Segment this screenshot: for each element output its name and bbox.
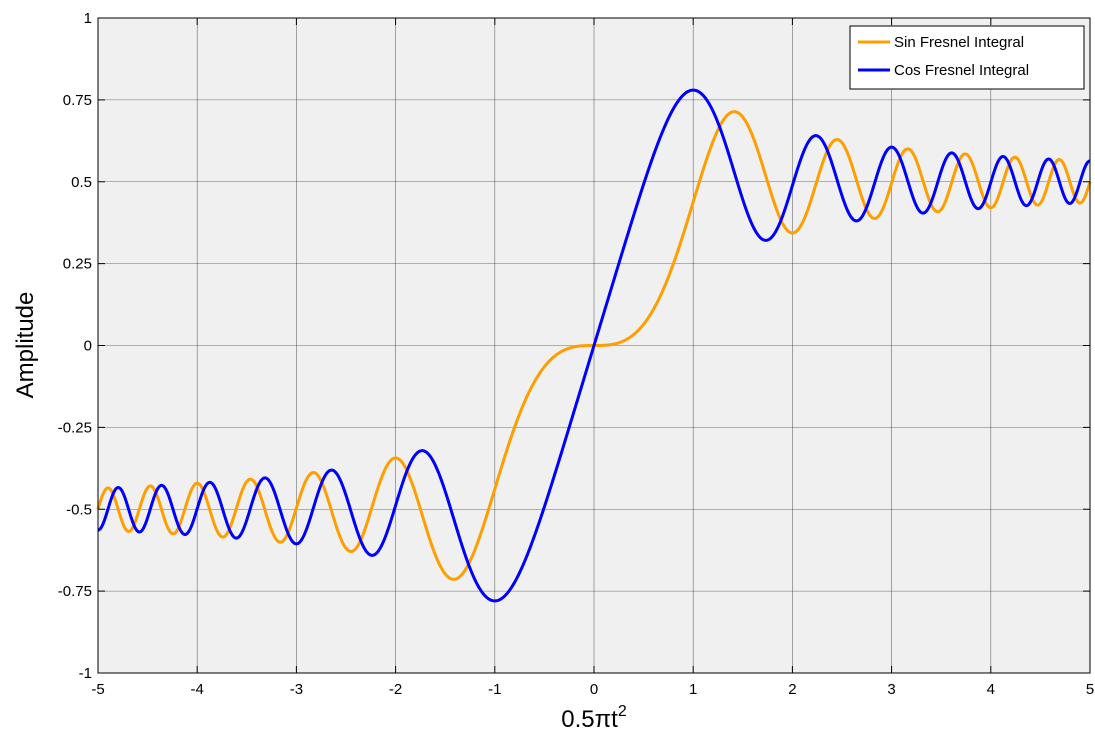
x-tick-labels: -5 -4 -3 -2 -1 0 1 2 3 4 5 [91, 681, 1094, 698]
ticks [97, 17, 1091, 674]
legend-label-cos: Cos Fresnel Integral [894, 62, 1029, 79]
legend-label-sin: Sin Fresnel Integral [894, 34, 1024, 51]
x-tick-label: -3 [290, 681, 303, 698]
y-tick-label: -1 [79, 665, 92, 682]
x-tick-label: 3 [887, 681, 895, 698]
x-axis-title: 0.5πt2 [561, 703, 627, 733]
x-tick-label: 5 [1086, 681, 1094, 698]
x-tick-label: 1 [689, 681, 697, 698]
x-tick-label: 4 [987, 681, 995, 698]
x-tick-label: -2 [389, 681, 402, 698]
legend-box [849, 25, 1085, 90]
y-tick-label: -0.5 [66, 501, 92, 518]
x-tick-label: -4 [191, 681, 204, 698]
y-tick-label: -0.75 [58, 583, 92, 600]
x-tick-label: 0 [590, 681, 598, 698]
series-line-cos [97, 88, 1091, 603]
y-axis-title: Amplitude [12, 292, 39, 399]
y-tick-label: -0.25 [58, 419, 92, 436]
series-layer [96, 88, 1092, 603]
x-axis-title-base: 0.5πt [561, 706, 618, 733]
y-tick-label: 1 [84, 10, 92, 27]
legend: Sin Fresnel Integral Cos Fresnel Integra… [849, 25, 1085, 90]
grid [98, 18, 1090, 673]
y-tick-label: 0.75 [63, 92, 92, 109]
x-tick-label: -1 [488, 681, 501, 698]
y-tick-label: 0 [84, 338, 92, 355]
x-axis-title-superscript: 2 [618, 703, 627, 720]
y-tick-label: 0.5 [71, 174, 92, 191]
y-tick-labels: -1 -0.75 -0.5 -0.25 0 0.25 0.5 0.75 1 [58, 10, 92, 682]
y-tick-label: 0.25 [63, 256, 92, 273]
x-tick-label: 2 [788, 681, 796, 698]
x-tick-label: -5 [91, 681, 104, 698]
